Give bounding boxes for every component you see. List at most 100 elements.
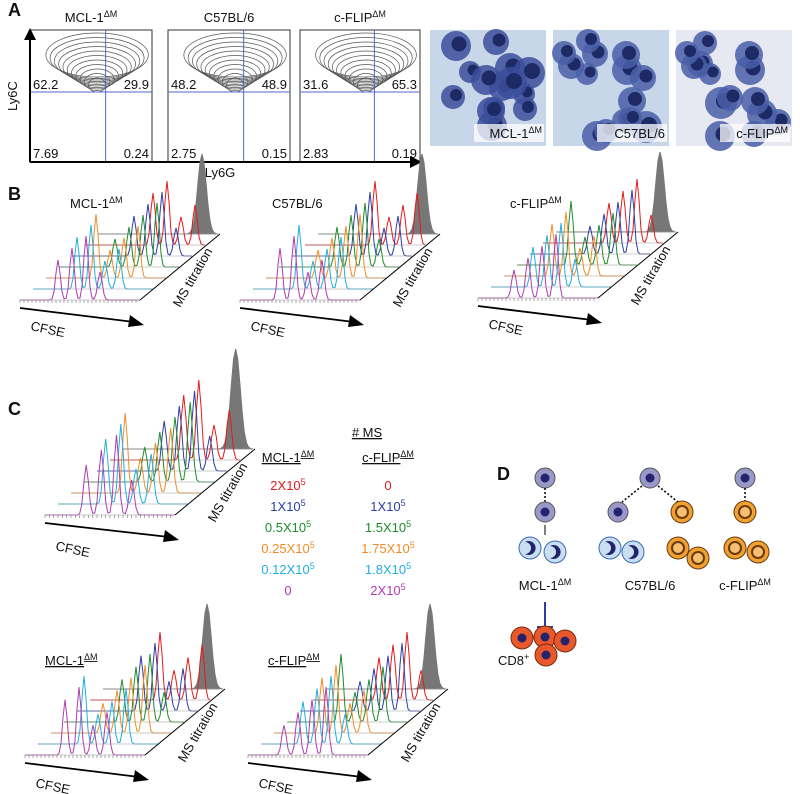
text-base: c-FLIP [268, 653, 306, 668]
contour [204, 55, 266, 85]
axis-arrow [44, 522, 170, 538]
text-sup: 5 [310, 540, 315, 550]
text-sup: 5 [410, 540, 415, 550]
contour [196, 46, 274, 82]
image-label: C57BL/6 [614, 126, 665, 141]
nucleus [584, 66, 596, 78]
axis-label: MS titration [628, 243, 674, 307]
table-cell: 2X105 [270, 477, 305, 493]
z-axis [359, 233, 441, 301]
plot-title: C57BL/6 [204, 10, 255, 25]
arrow-head [133, 770, 149, 782]
nucleus [740, 473, 750, 483]
nucleus [487, 102, 501, 116]
contour [348, 68, 384, 90]
contour [45, 32, 149, 78]
axis-label: CFSE [257, 775, 294, 794]
text-base: 0.12X10 [261, 562, 309, 577]
contour [217, 68, 253, 90]
quadrant-value: 2.83 [303, 146, 328, 161]
text-sup: ΔM [372, 9, 386, 19]
text-base: C57BL/6 [204, 10, 255, 25]
table-cell: 0 [284, 583, 291, 598]
axis-label: MS titration [205, 460, 251, 524]
histogram [543, 178, 663, 244]
nucleus [745, 46, 759, 60]
text-sup: 5 [306, 519, 311, 529]
plot-bg [240, 160, 470, 310]
contour [62, 50, 132, 84]
axis-label: MS titration [175, 700, 221, 764]
plot-title: MCL-1ΔM [65, 9, 118, 25]
z-axis [144, 688, 226, 756]
cell [598, 536, 622, 560]
text-base: c-FLIP [510, 196, 548, 211]
axis-label: CFSE [487, 316, 524, 338]
table-cell: 0.5X105 [265, 519, 311, 535]
quadrant-value: 7.69 [33, 146, 58, 161]
contour [323, 41, 409, 81]
nucleus [645, 473, 655, 483]
plot-title: MCL-1ΔM [45, 652, 98, 668]
axis-label: MS titration [398, 700, 444, 764]
axis-label: Ly6C [5, 81, 20, 111]
label-bg [720, 124, 790, 142]
nucleus [675, 505, 689, 519]
nucleus [738, 505, 752, 519]
label-bg [597, 124, 667, 142]
text-base: MCL-1 [70, 196, 109, 211]
text-base: C57BL/6 [614, 126, 665, 141]
text-base: 1.8X10 [365, 562, 406, 577]
contour [54, 41, 141, 81]
table-cell: 2X105 [370, 582, 405, 598]
text-sup: ΔM [84, 652, 98, 662]
text-sup: ΔM [301, 449, 315, 459]
quadrant-value: 2.75 [171, 146, 196, 161]
nucleus [492, 33, 506, 47]
arrow-head [410, 156, 422, 168]
plot-bg [45, 355, 285, 525]
arrow-head [348, 315, 364, 327]
nucleus [540, 632, 550, 642]
histogram [97, 153, 219, 235]
nucleus [451, 36, 467, 52]
table-header: MCL-1ΔM [262, 449, 315, 465]
axis-arrow [247, 762, 363, 778]
nucleus [628, 545, 639, 560]
arrow-head [128, 315, 144, 327]
nucleus [726, 89, 740, 103]
text-base: 2X10 [270, 478, 300, 493]
text-sup: + [524, 652, 529, 662]
contour [209, 59, 262, 87]
text-sup: 5 [401, 498, 406, 508]
axis-arrow [477, 305, 593, 321]
plot-frame [29, 29, 153, 163]
z-axis [139, 233, 221, 301]
contour [319, 37, 413, 79]
diagram-label: MCL-1ΔM [519, 577, 572, 593]
nucleus [684, 45, 696, 57]
quadrant-value: 48.2 [171, 77, 196, 92]
image-label: MCL-1ΔM [489, 125, 542, 141]
quadrant-value: 0.24 [124, 146, 149, 161]
panel-letter: B [8, 184, 21, 204]
arrow [657, 485, 679, 503]
micrograph [675, 30, 792, 151]
text-base: 1.5X10 [365, 520, 406, 535]
contour [71, 59, 124, 87]
histogram [46, 213, 166, 279]
text-sup: ΔM [757, 577, 771, 587]
plot-bg [478, 158, 708, 308]
nucleus [639, 69, 653, 83]
nucleus [450, 89, 462, 101]
plot-title: c-FLIPΔM [268, 652, 320, 668]
axis-arrow [239, 307, 355, 323]
contour [75, 64, 119, 88]
nucleus [517, 633, 527, 643]
text-sup: 5 [301, 477, 306, 487]
quadrant-value: 29.9 [124, 77, 149, 92]
text-sup: 5 [301, 498, 306, 508]
nucleus [540, 473, 550, 483]
text-sup: ΔM [558, 577, 572, 587]
nucleus [605, 541, 616, 556]
